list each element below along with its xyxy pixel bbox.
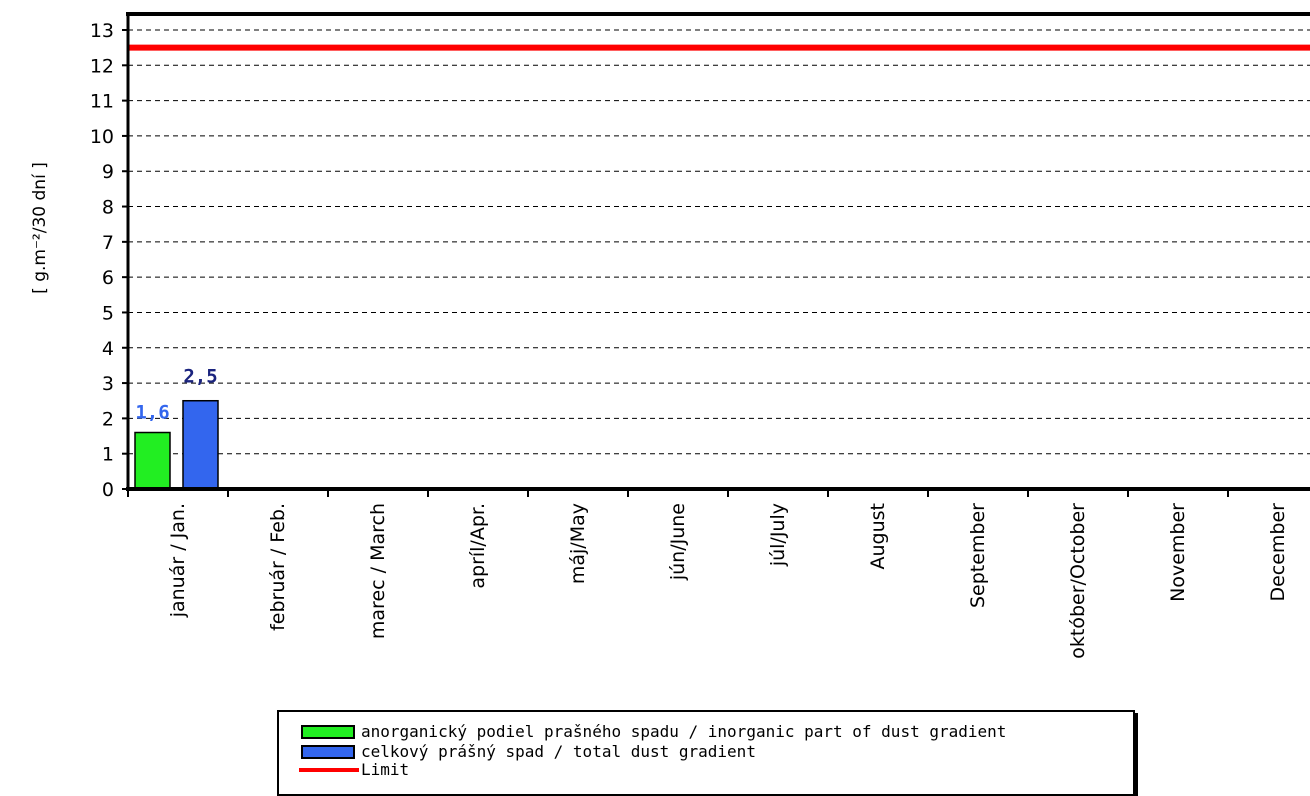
data-label: 1,6: [135, 402, 169, 424]
bar: [182, 399, 219, 490]
x-tick-label: September: [967, 503, 989, 608]
x-tick-label: január / Jan.: [167, 503, 189, 618]
x-tick-label: február / Feb.: [267, 503, 289, 631]
legend-label-total: celkový prášný spad / total dust gradien…: [361, 742, 756, 761]
x-tick-label: júl/July: [767, 503, 789, 567]
legend-item-limit: Limit: [299, 762, 409, 778]
y-tick-label: 12: [90, 55, 114, 77]
y-tick-label: 11: [90, 91, 114, 113]
x-tick-label: marec / March: [367, 503, 389, 639]
y-axis-label: [ g.m⁻²/30 dní ]: [30, 162, 50, 294]
legend: anorganický podiel prašného spadu / inor…: [277, 710, 1135, 796]
y-tick-label: 10: [90, 126, 114, 148]
y-tick-label: 13: [90, 20, 114, 42]
gridlines: [128, 29, 1310, 455]
legend-label-inorganic: anorganický podiel prašného spadu / inor…: [361, 722, 1007, 741]
y-tick-label: 8: [102, 197, 114, 219]
y-tick-label: 5: [102, 302, 114, 324]
x-tick-label: október/October: [1067, 503, 1089, 659]
x-tick-label: December: [1267, 503, 1289, 602]
bars: [134, 399, 219, 490]
x-tick-label: apríl/Apr.: [467, 503, 489, 589]
y-tick-label: 6: [102, 267, 114, 289]
y-tick-label: 1: [102, 444, 114, 466]
x-tick-labels: január / Jan. február / Feb. marec / March…: [167, 503, 1289, 659]
y-tick-label: 0: [102, 479, 114, 501]
x-tick-label: August: [867, 503, 889, 570]
legend-swatch-inorganic: [301, 725, 355, 739]
legend-label-limit: Limit: [361, 760, 410, 779]
y-tick-label: 7: [102, 232, 114, 254]
y-tick-label: 3: [102, 373, 114, 395]
y-tick-label: 2: [102, 408, 114, 430]
legend-swatch-total: [301, 745, 355, 759]
x-tick-label: jún/June: [667, 503, 689, 581]
x-tick-label: máj/May: [567, 503, 589, 584]
data-label: 2,5: [183, 366, 217, 388]
axes: [122, 12, 1310, 497]
x-tick-label: November: [1167, 503, 1189, 602]
y-tick-label: 4: [102, 338, 114, 360]
legend-item-total: celkový prášný spad / total dust gradien…: [301, 744, 756, 760]
legend-swatch-limit: [299, 768, 359, 772]
legend-item-inorganic: anorganický podiel prašného spadu / inor…: [301, 724, 1006, 740]
data-labels: 1,6 2,5: [135, 366, 217, 424]
bar: [134, 431, 171, 490]
y-tick-label: 9: [102, 161, 114, 183]
